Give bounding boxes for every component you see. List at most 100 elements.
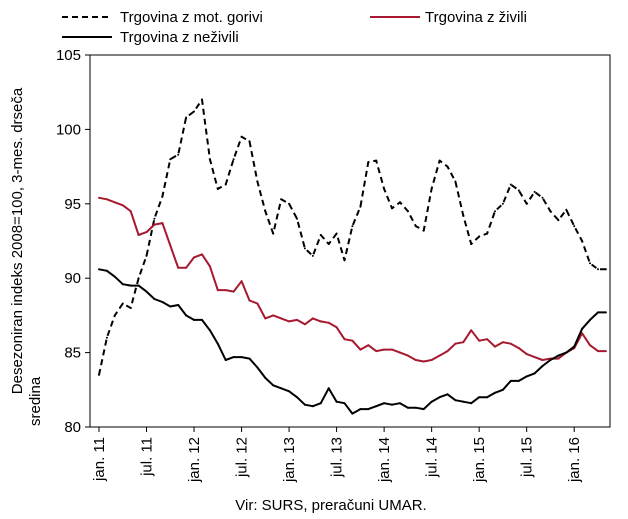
data-point xyxy=(327,321,330,324)
y-axis-title: Desezoniran indeks 2008=100, 3-mes. drse… xyxy=(9,87,44,426)
data-point xyxy=(272,314,275,317)
data-point xyxy=(105,198,108,201)
data-point xyxy=(201,318,203,321)
data-point xyxy=(565,351,568,354)
data-point xyxy=(256,366,259,369)
data-point xyxy=(573,345,576,348)
data-point xyxy=(201,253,203,256)
data-point xyxy=(264,317,267,320)
data-point xyxy=(406,210,409,213)
data-point xyxy=(161,195,164,198)
x-tick-label: jul. 12 xyxy=(234,437,251,478)
data-point xyxy=(232,290,235,293)
data-point xyxy=(509,342,512,345)
y-tick-label: 90 xyxy=(64,270,81,287)
source-note: Vir: SURS, preračuni UMAR. xyxy=(235,497,426,514)
data-point xyxy=(597,350,599,353)
data-point xyxy=(430,187,433,190)
x-axis: jan. 11 jul. 11 jan. 12 jul. 12 jan. 13 jul. … xyxy=(91,427,583,483)
x-tick-label: jul. 13 xyxy=(329,437,346,478)
data-point xyxy=(367,161,370,164)
data-point xyxy=(319,320,322,323)
x-tick-label: jul. 14 xyxy=(424,437,441,478)
data-point xyxy=(414,406,417,409)
data-point xyxy=(367,344,370,347)
data-point xyxy=(462,214,465,217)
data-point xyxy=(137,234,140,236)
data-point xyxy=(589,344,591,347)
data-point xyxy=(422,360,425,363)
data-point xyxy=(557,354,560,357)
data-point xyxy=(581,327,584,330)
data-point xyxy=(541,196,544,199)
data-point xyxy=(201,98,203,101)
legend-label-fuel: Trgovina z mot. gorivi xyxy=(120,9,263,26)
data-point xyxy=(272,384,275,387)
data-point xyxy=(517,189,520,192)
data-point xyxy=(319,234,322,236)
data-point xyxy=(137,277,140,280)
data-point xyxy=(193,110,195,113)
data-point xyxy=(604,350,607,353)
data-point xyxy=(406,406,409,409)
data-point xyxy=(288,390,291,393)
data-point xyxy=(121,302,124,305)
data-point xyxy=(311,317,314,320)
data-point xyxy=(565,208,568,211)
data-point xyxy=(351,339,354,342)
data-point xyxy=(98,373,100,376)
series-line-0 xyxy=(98,98,606,376)
data-point xyxy=(597,311,599,314)
data-point xyxy=(478,235,481,238)
data-point xyxy=(494,345,496,348)
data-point xyxy=(470,329,473,332)
data-point xyxy=(359,348,362,351)
data-point xyxy=(311,405,314,408)
data-point xyxy=(391,403,393,406)
data-point xyxy=(430,359,433,361)
data-point xyxy=(129,210,132,213)
data-point xyxy=(581,332,584,335)
data-point xyxy=(327,243,330,245)
legend: Trgovina z mot. gorivi Trgovina z živili… xyxy=(62,9,527,46)
x-tick-label: jan. 13 xyxy=(281,437,298,483)
x-tick-label: jan. 12 xyxy=(186,437,203,483)
data-point xyxy=(525,353,528,356)
data-point xyxy=(517,347,520,350)
data-point xyxy=(375,350,378,353)
data-point xyxy=(161,222,164,225)
data-point xyxy=(383,402,386,405)
plot-area xyxy=(89,54,611,428)
data-point xyxy=(422,408,425,411)
data-point xyxy=(557,357,560,360)
data-point xyxy=(240,356,243,359)
data-point xyxy=(185,314,188,317)
data-point xyxy=(224,183,227,186)
data-point xyxy=(248,357,251,360)
data-point xyxy=(137,284,140,287)
data-point xyxy=(216,342,219,345)
data-point xyxy=(486,338,489,341)
data-point xyxy=(478,396,481,399)
data-point xyxy=(129,284,132,287)
data-point xyxy=(541,365,544,367)
data-point xyxy=(343,402,346,405)
data-point xyxy=(541,359,544,361)
data-point xyxy=(311,254,314,257)
x-tick-label: jul. 11 xyxy=(139,437,156,477)
data-point xyxy=(351,225,354,228)
data-point xyxy=(533,372,536,375)
data-point xyxy=(549,210,552,213)
data-point xyxy=(153,223,156,226)
y-axis-title-line-1: Desezoniran indeks 2008=100, 3-mes. drse… xyxy=(9,87,26,394)
data-point xyxy=(438,159,441,162)
data-point xyxy=(589,262,591,265)
data-point xyxy=(509,379,512,382)
y-tick-label: 95 xyxy=(64,196,81,213)
data-point xyxy=(145,231,148,234)
data-point xyxy=(391,348,393,351)
data-point xyxy=(303,323,306,326)
x-tick-label: jan. 16 xyxy=(566,437,583,483)
data-point xyxy=(343,338,346,341)
data-point xyxy=(153,298,156,300)
